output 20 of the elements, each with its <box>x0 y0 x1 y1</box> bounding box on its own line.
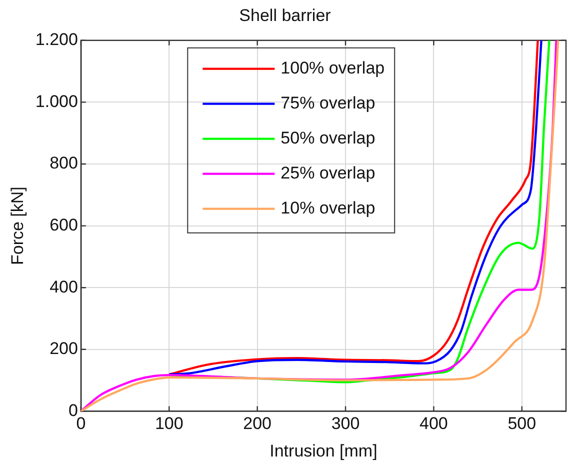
y-tick-label: 600 <box>50 215 78 234</box>
y-tick-label: 800 <box>50 154 78 173</box>
x-tick-label: 100 <box>154 414 184 434</box>
legend-label: 50% overlap <box>280 128 376 148</box>
y-tick-label: 1.200 <box>35 30 78 50</box>
y-tick-label: 200 <box>50 339 78 358</box>
x-axis-title: Intrusion [mm] <box>270 441 378 460</box>
x-tick-label: 400 <box>420 414 448 434</box>
legend-label: 100% overlap <box>280 58 385 78</box>
legend-label: 75% overlap <box>280 94 376 113</box>
y-tick-label: 0 <box>68 400 78 420</box>
y-tick-label: 1.000 <box>35 92 78 111</box>
chart-title: Shell barrier <box>239 6 332 25</box>
legend-label: 10% overlap <box>280 198 376 218</box>
x-tick-label: 200 <box>243 414 272 434</box>
legend-label: 25% overlap <box>280 164 376 183</box>
y-tick-label: 400 <box>50 277 78 296</box>
x-tick-label: 500 <box>508 414 536 434</box>
y-axis-title: Force [kN] <box>8 186 27 266</box>
x-tick-label: 300 <box>331 414 360 434</box>
